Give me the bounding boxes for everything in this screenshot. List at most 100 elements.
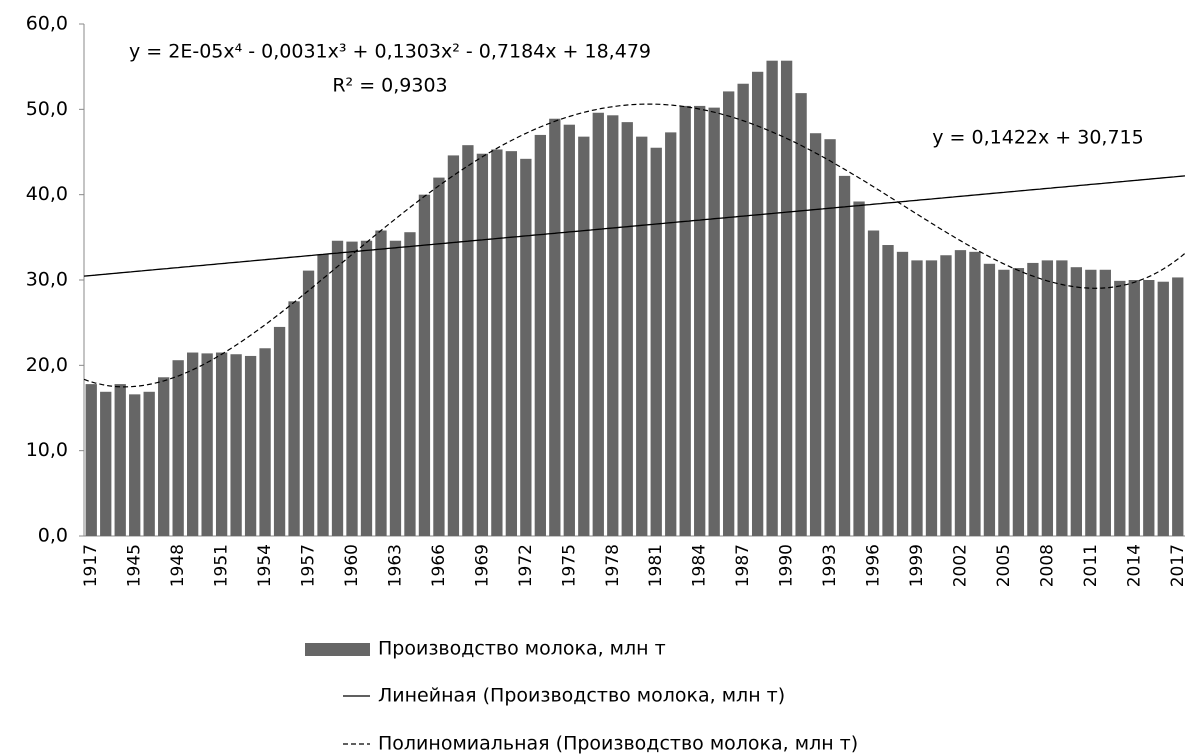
polynomial-trendline bbox=[83, 103, 1185, 388]
bar bbox=[1172, 277, 1184, 536]
bar bbox=[940, 255, 952, 536]
bar bbox=[360, 240, 373, 536]
bar bbox=[838, 175, 851, 537]
bar bbox=[708, 107, 720, 537]
bar bbox=[751, 71, 764, 536]
x-tick-label: 1951 bbox=[212, 544, 232, 587]
bar bbox=[114, 384, 126, 536]
bar bbox=[1012, 268, 1025, 536]
bar bbox=[723, 91, 735, 536]
bar bbox=[1056, 260, 1068, 536]
bar bbox=[1070, 267, 1082, 536]
bar bbox=[824, 139, 836, 536]
bar bbox=[404, 232, 416, 537]
x-tick-label: 1954 bbox=[255, 544, 275, 587]
bar bbox=[679, 105, 691, 537]
bar bbox=[201, 353, 213, 536]
x-tick-label: 1981 bbox=[646, 544, 666, 587]
bar bbox=[954, 250, 967, 536]
bar bbox=[795, 93, 807, 537]
bar bbox=[925, 260, 938, 536]
bar bbox=[433, 177, 445, 536]
bar bbox=[302, 270, 315, 536]
bar bbox=[780, 60, 793, 537]
bar bbox=[317, 254, 329, 536]
bar bbox=[998, 269, 1010, 536]
bar bbox=[867, 230, 880, 537]
y-tick-label: 50,0 bbox=[26, 98, 68, 120]
bar bbox=[882, 245, 894, 536]
bar bbox=[766, 60, 778, 537]
bar bbox=[1114, 280, 1126, 536]
bar bbox=[187, 352, 199, 536]
bar bbox=[288, 301, 300, 536]
bar bbox=[158, 377, 170, 536]
x-tick-label: 1969 bbox=[472, 544, 492, 587]
bar bbox=[1099, 269, 1111, 536]
bar bbox=[650, 147, 662, 536]
bar bbox=[809, 133, 822, 536]
bar bbox=[969, 251, 981, 536]
bar bbox=[447, 155, 460, 536]
x-tick-label: 1960 bbox=[342, 544, 362, 587]
x-tick-label: 1966 bbox=[429, 544, 449, 587]
bar bbox=[129, 394, 141, 536]
linear-equation: y = 0,1422x + 30,715 bbox=[932, 127, 1143, 149]
bar bbox=[1027, 262, 1039, 536]
x-tick-label: 2002 bbox=[950, 544, 970, 587]
bar bbox=[230, 354, 242, 536]
bar bbox=[100, 391, 112, 536]
bar bbox=[896, 251, 909, 536]
bar bbox=[911, 260, 923, 536]
legend-label: Полиномиальная (Производство молока, млн… bbox=[378, 733, 858, 755]
x-tick-label: 1957 bbox=[299, 544, 319, 587]
bar bbox=[215, 352, 228, 536]
y-tick-label: 10,0 bbox=[26, 439, 68, 461]
x-tick-label: 1917 bbox=[81, 544, 101, 587]
bar bbox=[578, 136, 590, 536]
bar bbox=[607, 115, 619, 536]
bar bbox=[636, 136, 648, 536]
x-tick-label: 1963 bbox=[385, 544, 405, 587]
bar bbox=[1143, 280, 1155, 536]
x-tick-label: 2011 bbox=[1081, 544, 1101, 587]
bar bbox=[259, 348, 271, 536]
legend-swatch bbox=[305, 643, 370, 656]
y-tick-label: 30,0 bbox=[26, 269, 68, 291]
bar bbox=[694, 105, 706, 537]
bar bbox=[549, 118, 561, 536]
x-tick-label: 1990 bbox=[777, 544, 797, 587]
r-squared: R² = 0,9303 bbox=[332, 75, 447, 97]
bar bbox=[418, 194, 431, 536]
x-tick-label: 1984 bbox=[690, 544, 710, 587]
poly-equation: y = 2E-05x⁴ - 0,0031x³ + 0,1303x² - 0,71… bbox=[129, 41, 651, 63]
bar bbox=[853, 201, 865, 536]
bar bbox=[983, 263, 996, 536]
bar bbox=[592, 112, 604, 536]
bar bbox=[1085, 269, 1097, 536]
bar bbox=[1128, 280, 1140, 536]
x-tick-label: 2014 bbox=[1124, 544, 1144, 587]
x-tick-label: 1948 bbox=[168, 544, 188, 587]
bar bbox=[534, 134, 546, 536]
x-tick-label: 1978 bbox=[603, 544, 623, 587]
bar bbox=[520, 158, 532, 536]
bar bbox=[143, 391, 155, 536]
bar bbox=[172, 360, 184, 536]
bar bbox=[462, 145, 474, 536]
bar bbox=[665, 132, 677, 536]
x-tick-label: 1993 bbox=[820, 544, 840, 587]
bar bbox=[346, 241, 358, 536]
bar bbox=[331, 240, 344, 536]
y-tick-label: 20,0 bbox=[26, 354, 68, 376]
x-tick-label: 2008 bbox=[1037, 544, 1057, 587]
linear-trendline bbox=[83, 175, 1185, 277]
bar bbox=[1157, 281, 1169, 536]
bar bbox=[85, 384, 97, 536]
y-tick-label: 60,0 bbox=[26, 13, 68, 35]
y-tick-label: 0,0 bbox=[38, 525, 68, 547]
bar bbox=[1041, 260, 1054, 536]
bar bbox=[244, 355, 257, 536]
bar bbox=[563, 124, 575, 537]
